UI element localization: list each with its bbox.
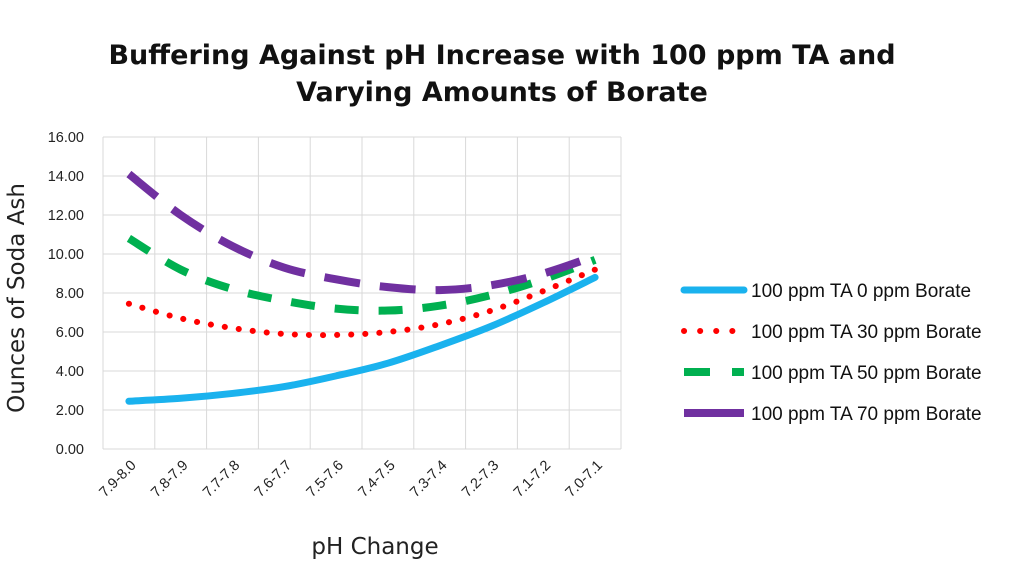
x-tick-label: 7.8-7.9 — [148, 458, 191, 501]
chart-title-line-1: Buffering Against pH Increase with 100 p… — [108, 40, 895, 71]
x-tick-label: 7.4-7.5 — [355, 458, 398, 501]
legend-label-1: 100 ppm TA 30 ppm Borate — [751, 322, 982, 343]
series-line-2 — [126, 234, 597, 315]
x-tick-label: 7.7-7.8 — [200, 458, 243, 501]
x-tick-label: 7.0-7.1 — [563, 458, 606, 501]
x-tick-label: 7.3-7.4 — [407, 458, 450, 501]
series-line-3 — [126, 170, 597, 295]
y-axis-title: Ounces of Soda Ash — [4, 183, 30, 413]
y-tick-label: 12.00 — [48, 208, 84, 224]
x-tick-label: 7.5-7.6 — [304, 458, 347, 501]
chart-title: Buffering Against pH Increase with 100 p… — [108, 40, 895, 108]
series-line-1 — [125, 266, 599, 339]
series-line-0 — [125, 273, 599, 405]
legend-label-3: 100 ppm TA 70 ppm Borate — [751, 404, 982, 425]
y-tick-label: 6.00 — [56, 325, 84, 341]
chart-title-line-2: Varying Amounts of Borate — [296, 77, 708, 108]
x-axis-ticks: 7.9-8.0 7.8-7.9 7.7-7.8 7.6-7.7 7.5-7.6 7.4-7… — [96, 458, 605, 501]
y-tick-label: 8.00 — [56, 286, 84, 302]
y-tick-label: 2.00 — [56, 403, 84, 419]
series-lines — [125, 170, 599, 405]
y-tick-label: 14.00 — [48, 169, 84, 185]
x-tick-label: 7.2-7.3 — [459, 458, 502, 501]
x-tick-label: 7.6-7.7 — [252, 458, 295, 501]
x-tick-label: 7.1-7.2 — [511, 458, 554, 501]
y-tick-label: 0.00 — [56, 442, 84, 458]
y-tick-label: 16.00 — [48, 130, 84, 146]
y-tick-label: 4.00 — [56, 364, 84, 380]
x-tick-label: 7.9-8.0 — [96, 458, 139, 501]
y-tick-label: 10.00 — [48, 247, 84, 263]
x-axis-title: pH Change — [311, 534, 438, 560]
legend-label-0: 100 ppm TA 0 ppm Borate — [751, 281, 971, 302]
legend: 100 ppm TA 0 ppm Borate 100 ppm TA 30 ppm… — [680, 281, 982, 425]
y-axis-ticks: 0.00 2.00 4.00 6.00 8.00 10.00 12.00 14.00 16.00 — [48, 130, 84, 458]
legend-label-2: 100 ppm TA 50 ppm Borate — [751, 363, 982, 384]
